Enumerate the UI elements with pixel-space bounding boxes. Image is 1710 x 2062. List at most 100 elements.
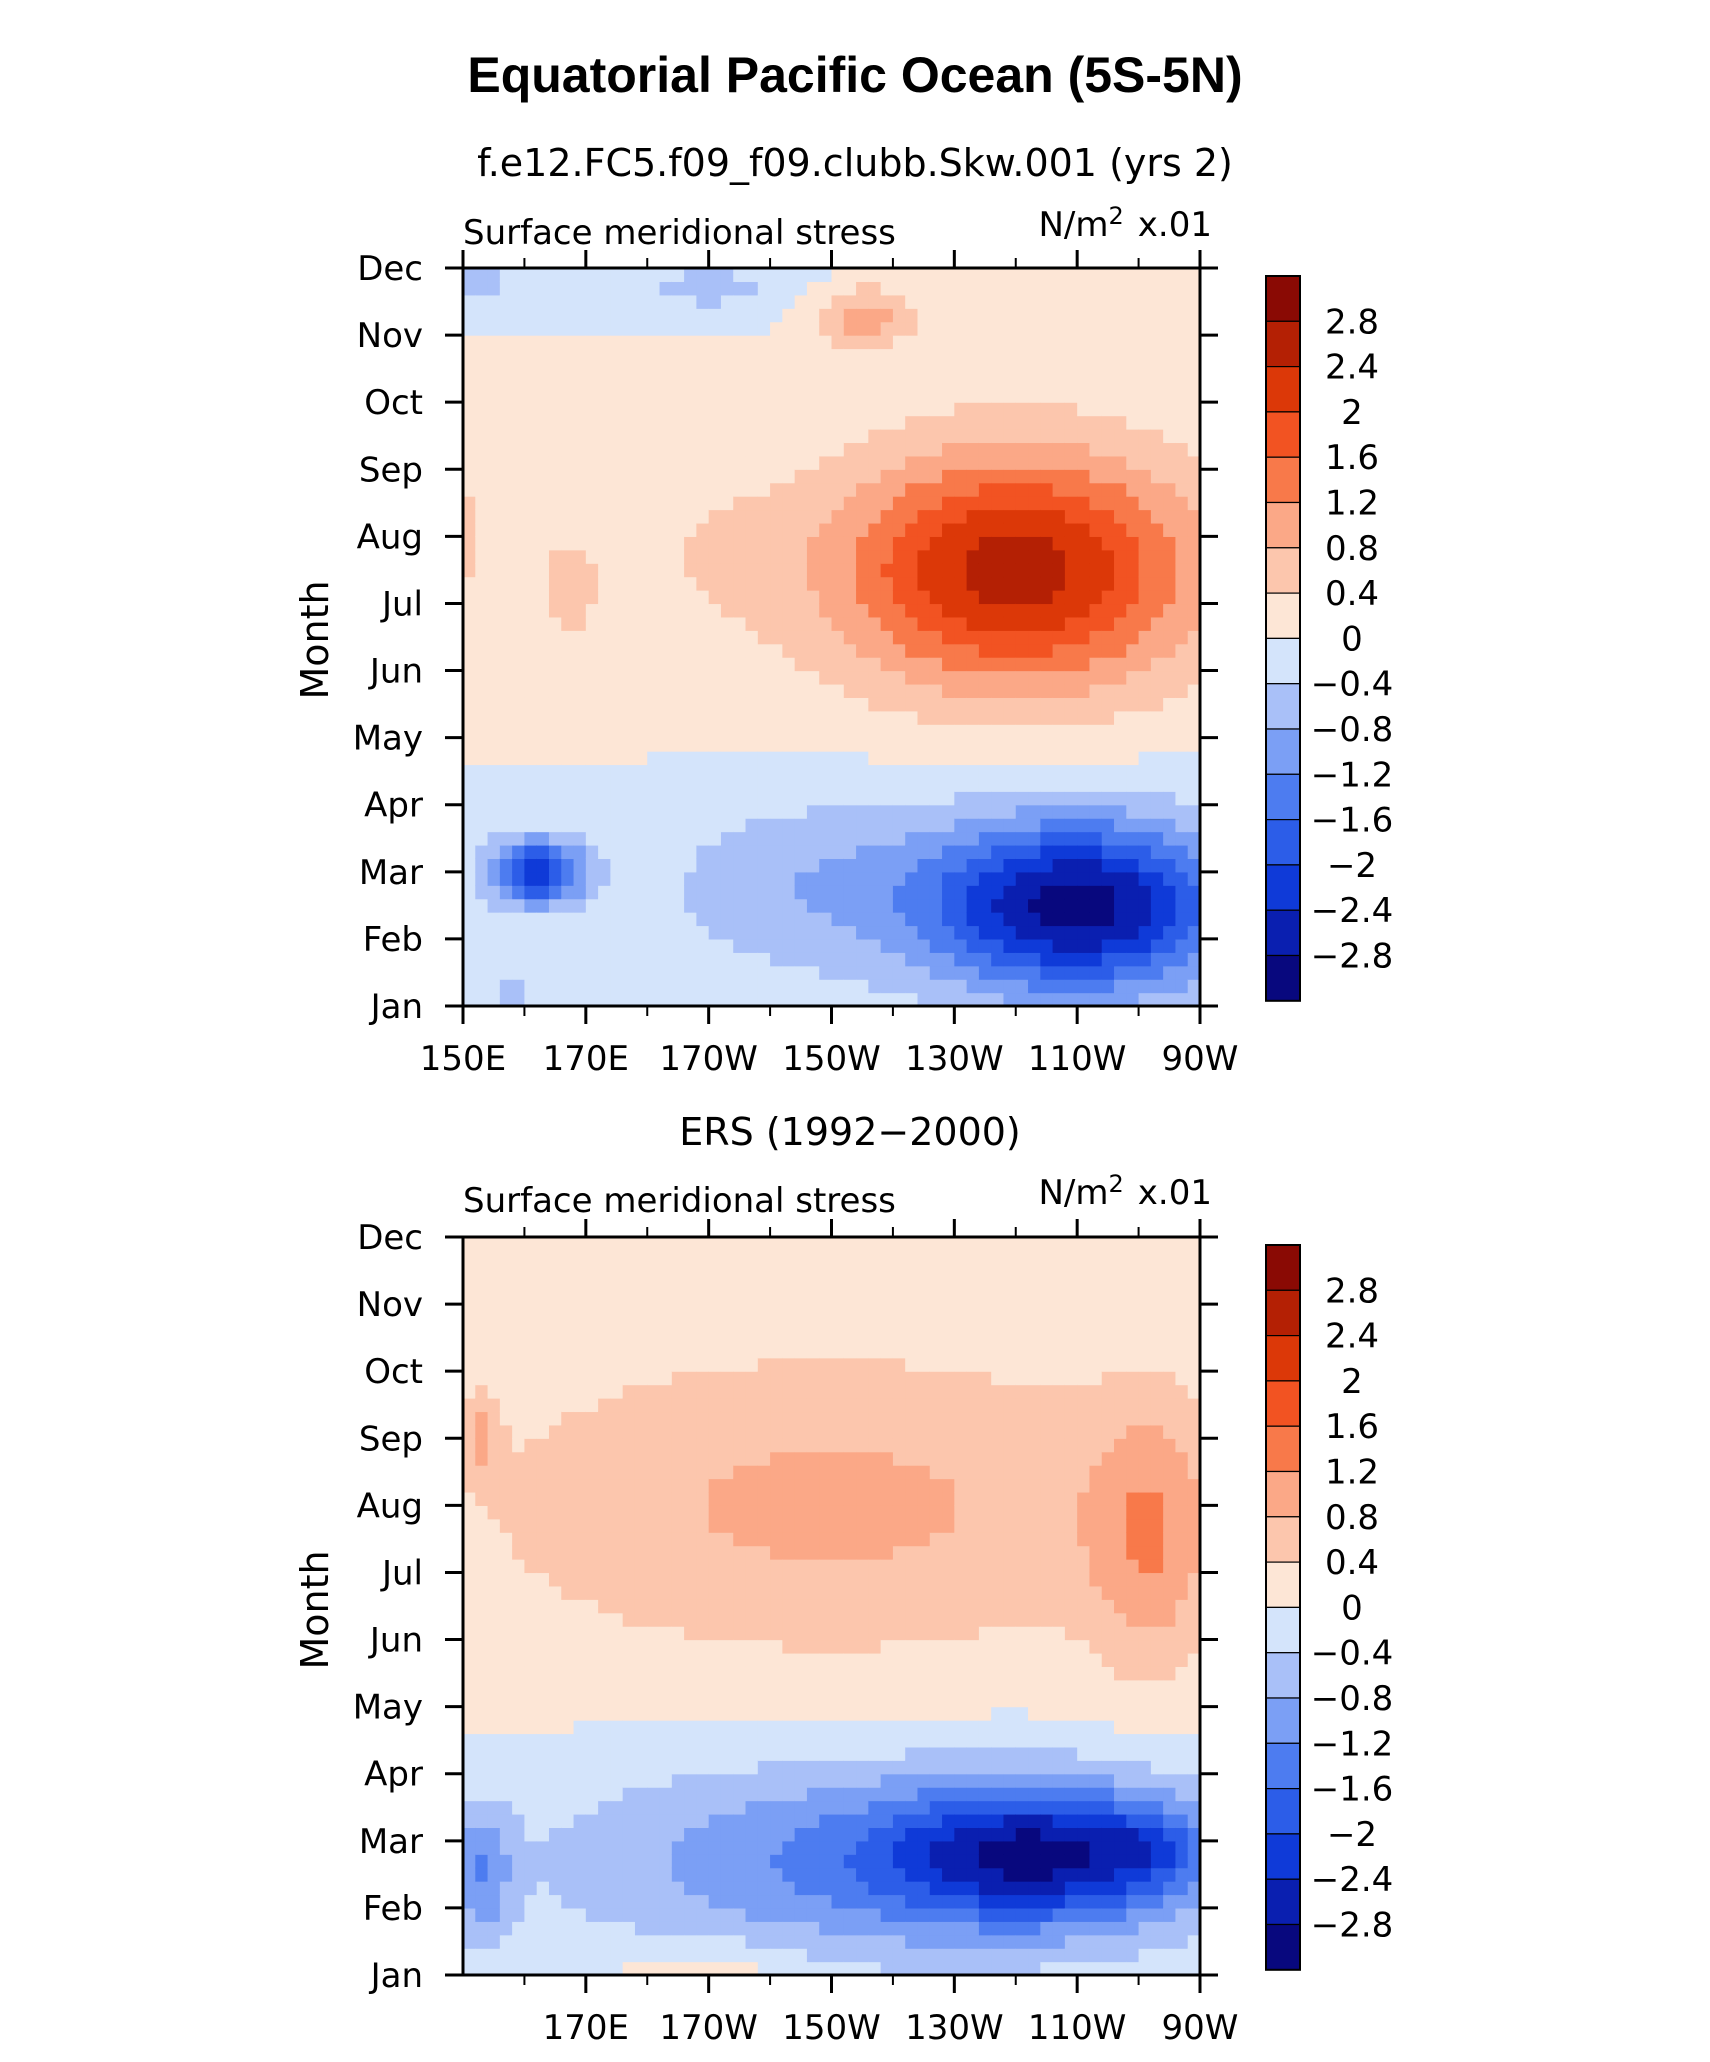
heatmap-cell — [610, 777, 624, 792]
heatmap-cell — [634, 1907, 648, 1922]
heatmap-cell — [536, 1263, 550, 1278]
heatmap-cell — [573, 1384, 587, 1399]
heatmap-cell — [573, 268, 587, 283]
heatmap-cell — [708, 1867, 722, 1882]
heatmap-cell — [991, 683, 1005, 698]
heatmap-cell — [917, 804, 931, 819]
heatmap-cell — [745, 1652, 759, 1667]
heatmap-cell — [856, 294, 869, 309]
heatmap-cell — [770, 1733, 783, 1748]
heatmap-cell — [1028, 630, 1041, 645]
heatmap-cell — [1101, 858, 1115, 873]
heatmap-cell — [524, 1907, 538, 1922]
heatmap-cell — [1015, 268, 1029, 283]
heatmap-cell — [856, 751, 869, 766]
heatmap-cell — [696, 1330, 710, 1345]
heatmap-cell — [1126, 590, 1140, 605]
heatmap-cell — [1028, 643, 1041, 658]
heatmap-cell — [463, 858, 476, 873]
heatmap-cell — [1028, 348, 1041, 363]
heatmap-cell — [573, 429, 587, 444]
heatmap-cell — [880, 871, 894, 886]
heatmap-cell — [843, 361, 857, 376]
heatmap-cell — [610, 1304, 624, 1319]
heatmap-cell — [917, 952, 931, 967]
heatmap-cell — [942, 818, 955, 833]
heatmap-cell — [499, 294, 513, 309]
heatmap-cell — [1028, 697, 1041, 712]
heatmap-cell — [942, 429, 955, 444]
heatmap-cell — [831, 938, 845, 953]
heatmap-cell — [794, 965, 808, 980]
heatmap-cell — [536, 858, 550, 873]
heatmap-cell — [708, 415, 722, 430]
heatmap-cell — [585, 1948, 599, 1963]
heatmap-cell — [647, 697, 661, 712]
heatmap-cell — [843, 429, 857, 444]
heatmap-cell — [770, 576, 783, 591]
heatmap-cell — [548, 375, 562, 390]
heatmap-cell — [708, 1344, 722, 1359]
heatmap-cell — [671, 1290, 685, 1305]
heatmap-cell — [659, 1371, 673, 1386]
heatmap-cell — [499, 1639, 513, 1654]
heatmap-cell — [1089, 388, 1103, 403]
heatmap-cell — [634, 831, 648, 846]
heatmap-cell — [770, 871, 783, 886]
heatmap-cell — [831, 576, 845, 591]
heatmap-cell — [622, 1250, 636, 1265]
heatmap-cell — [598, 1693, 611, 1708]
heatmap-cell — [782, 415, 796, 430]
heatmap-cell — [598, 1411, 611, 1426]
heatmap-cell — [1187, 844, 1201, 859]
heatmap-cell — [1089, 737, 1103, 752]
heatmap-cell — [536, 938, 550, 953]
heatmap-cell — [634, 1438, 648, 1453]
heatmap-cell — [733, 522, 747, 537]
heatmap-cell — [622, 1438, 636, 1453]
heatmap-cell — [671, 1398, 685, 1413]
heatmap-cell — [561, 281, 575, 296]
heatmap-cell — [696, 1800, 710, 1815]
heatmap-cell — [573, 348, 587, 363]
heatmap-cell — [659, 375, 673, 390]
heatmap-cell — [708, 1813, 722, 1828]
heatmap-cell — [905, 590, 919, 605]
heatmap-cell — [536, 1330, 550, 1345]
heatmap-cell — [1003, 590, 1017, 605]
heatmap-cell — [634, 938, 648, 953]
heatmap-cell — [548, 952, 562, 967]
heatmap-cell — [745, 388, 759, 403]
heatmap-cell — [745, 1263, 759, 1278]
heatmap-cell — [733, 1290, 747, 1305]
heatmap-cell — [1077, 281, 1091, 296]
heatmap-cell — [782, 442, 796, 457]
heatmap-cell — [770, 1411, 783, 1426]
heatmap-cell — [1077, 898, 1091, 913]
heatmap-cell — [1040, 375, 1054, 390]
heatmap-cell — [1163, 885, 1177, 900]
heatmap-cell — [733, 455, 747, 470]
heatmap-cell — [573, 482, 587, 497]
heatmap-cell — [1089, 804, 1103, 819]
heatmap-cell — [1163, 777, 1177, 792]
heatmap-cell — [991, 724, 1005, 739]
heatmap-cell — [806, 281, 820, 296]
heatmap-cell — [1028, 549, 1041, 564]
heatmap-cell — [610, 590, 624, 605]
heatmap-cell — [499, 1559, 513, 1574]
heatmap-cell — [733, 268, 747, 283]
heatmap-cell — [733, 818, 747, 833]
heatmap-cell — [598, 737, 611, 752]
heatmap-cell — [1052, 442, 1066, 457]
heatmap-cell — [487, 335, 501, 350]
heatmap-cell — [561, 1572, 575, 1587]
heatmap-cell — [905, 308, 919, 323]
heatmap-cell — [671, 670, 685, 685]
heatmap-cell — [782, 1505, 796, 1520]
heatmap-cell — [548, 536, 562, 551]
heatmap-cell — [573, 603, 587, 618]
heatmap-cell — [499, 455, 513, 470]
heatmap-cell — [463, 1371, 476, 1386]
heatmap-cell — [548, 1518, 562, 1533]
